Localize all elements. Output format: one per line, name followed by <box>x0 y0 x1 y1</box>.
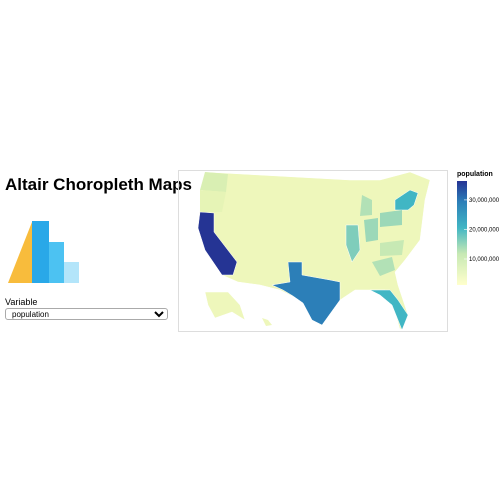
state <box>380 210 402 227</box>
legend-title: population <box>457 171 493 178</box>
map-panel <box>178 170 448 332</box>
title: Altair Choropleth Maps <box>5 175 193 194</box>
state <box>372 257 395 276</box>
control-label: Variable <box>5 297 38 307</box>
state <box>262 318 272 326</box>
state <box>380 240 404 256</box>
state <box>369 289 409 331</box>
logo-bar <box>49 242 64 283</box>
variable-select[interactable]: population <box>5 308 168 320</box>
logo-bar <box>64 262 79 283</box>
legend-tick-label: 20,000,000 <box>469 227 500 233</box>
state <box>364 218 378 242</box>
state <box>345 224 361 263</box>
state <box>197 211 238 276</box>
logo <box>8 221 79 283</box>
legend-tick-label: 30,000,000 <box>469 198 500 204</box>
state <box>204 291 246 321</box>
logo-triangle <box>8 222 32 283</box>
state <box>394 189 419 211</box>
state <box>360 195 372 216</box>
logo-bar <box>32 221 49 283</box>
state <box>200 190 226 212</box>
legend-tick-label: 10,000,000 <box>469 257 500 263</box>
state <box>271 261 341 326</box>
state <box>200 172 228 192</box>
legend-gradient <box>457 181 467 285</box>
